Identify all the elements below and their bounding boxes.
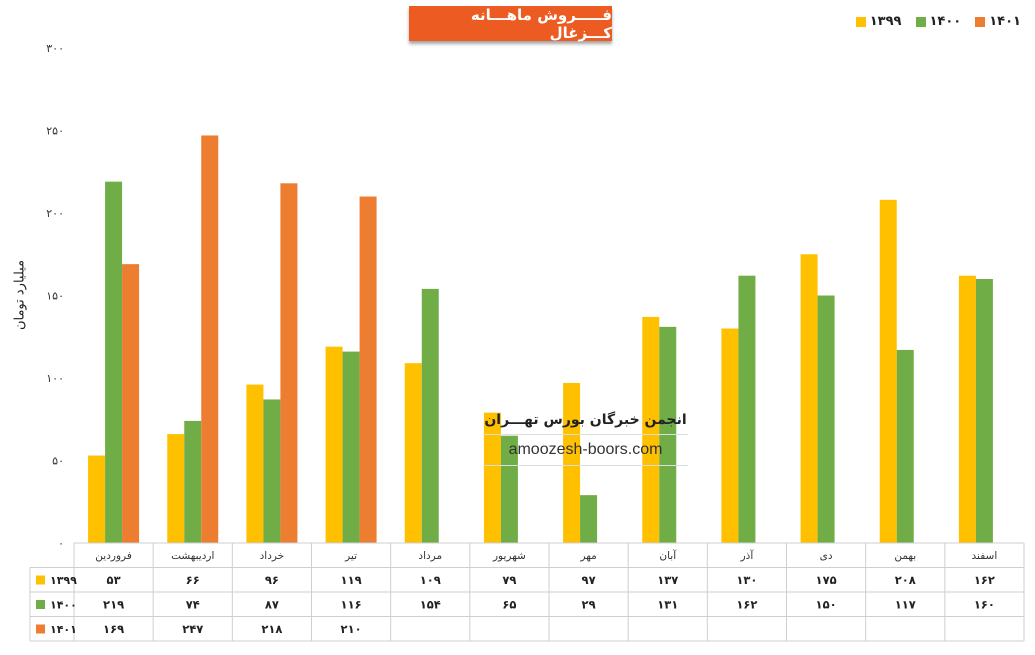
data-label: ۱۵۴ [420, 598, 441, 612]
legend-item: ۱۳۹۹ [855, 14, 902, 29]
data-label: ۱۰۹ [420, 573, 441, 587]
bar [879, 199, 897, 544]
data-label: ۶۵ [502, 598, 516, 612]
bar [817, 295, 835, 543]
data-label: ۸۷ [265, 598, 279, 612]
y-tick-label: ۲۵۰ [46, 125, 64, 138]
category-label: مهر [579, 550, 596, 562]
bar [280, 183, 298, 544]
legend-label: ۱۳۹۹ [869, 14, 902, 29]
bar [88, 455, 106, 543]
bar [342, 351, 360, 543]
bar [483, 412, 501, 543]
y-tick-label: ۱۰۰ [46, 372, 64, 385]
bar [359, 196, 377, 543]
data-label: ۲۱۸ [261, 622, 282, 636]
data-label: ۹۷ [582, 573, 596, 587]
data-label: ۱۱۷ [895, 598, 916, 612]
legend-label: ۱۴۰۰ [929, 14, 962, 29]
bar [246, 384, 264, 543]
category-label: اسفند [972, 550, 998, 562]
table-legend-swatch [36, 575, 45, 585]
data-label: ۱۶۲ [974, 573, 995, 587]
table-series-label: ۱۴۰۰ [50, 599, 77, 612]
bar [421, 288, 439, 543]
data-label: ۱۳۰ [736, 573, 757, 587]
bar [105, 181, 123, 543]
data-label: ۶۶ [186, 573, 200, 587]
bar [896, 349, 914, 543]
data-label: ۱۳۱ [657, 598, 678, 612]
legend-swatch [975, 16, 986, 27]
bar [563, 382, 581, 543]
bar [580, 495, 598, 543]
category-label: آذر [740, 549, 755, 562]
legend-item: ۱۴۰۰ [915, 14, 962, 29]
bar [404, 363, 422, 543]
data-label: ۲۴۷ [182, 622, 203, 636]
bar [642, 316, 660, 543]
bar [738, 275, 756, 543]
bar [721, 328, 739, 543]
category-label: شهریور [492, 550, 526, 562]
bar [325, 346, 343, 543]
table-legend-swatch [36, 600, 45, 609]
category-label: دی [820, 550, 833, 562]
legend-swatch [915, 16, 926, 27]
category-label: اردیبهشت [171, 550, 214, 562]
category-label: خرداد [260, 550, 285, 562]
data-label: ۱۷۵ [816, 573, 837, 587]
data-label: ۹۶ [265, 573, 279, 587]
y-tick-label: ۳۰۰ [46, 42, 64, 55]
bar [201, 135, 219, 543]
watermark: انجمن خبرگان بورس تهـــران amoozesh-boor… [483, 412, 688, 466]
legend-swatch [855, 16, 866, 27]
data-label: ۵۳ [107, 573, 121, 587]
data-label: ۲۱۰ [341, 622, 362, 636]
data-label: ۱۱۶ [341, 598, 362, 612]
data-label: ۷۹ [502, 573, 516, 587]
data-label: ۲۱۹ [103, 598, 124, 612]
y-tick-label: ۱۵۰ [46, 290, 64, 303]
data-label: ۱۵۰ [816, 598, 837, 612]
legend-item: ۱۴۰۱ [975, 14, 1021, 29]
data-label: ۲۰۸ [895, 573, 916, 587]
category-label: تیر [344, 550, 357, 562]
bar [184, 420, 202, 543]
bar [958, 275, 976, 543]
data-label: ۱۳۷ [657, 573, 678, 587]
category-label: فروردین [95, 550, 132, 562]
table-series-label: ۱۴۰۱ [50, 623, 77, 636]
watermark-url: amoozesh-boors.com [483, 435, 688, 466]
bar [167, 434, 185, 543]
table-series-label: ۱۳۹۹ [50, 574, 77, 587]
bar [122, 264, 140, 543]
category-label: آبان [659, 549, 677, 562]
data-label: ۲۹ [582, 598, 596, 612]
y-tick-label: ۲۰۰ [46, 207, 64, 220]
table-legend-swatch [36, 624, 45, 634]
data-label: ۱۶۹ [103, 622, 124, 636]
y-tick-label: ۵۰ [52, 455, 64, 468]
data-label: ۱۱۹ [341, 573, 362, 587]
legend-label: ۱۴۰۱ [989, 14, 1021, 29]
data-label: ۷۴ [186, 598, 200, 612]
watermark-title: انجمن خبرگان بورس تهـــران [483, 412, 688, 435]
chart-title: فـــــروش ماهـــانه کـــزغال [409, 6, 612, 42]
category-label: مرداد [418, 550, 442, 562]
category-label: بهمن [894, 550, 916, 562]
bar [263, 399, 281, 543]
bar [975, 279, 993, 543]
data-label: ۱۶۲ [736, 598, 757, 612]
data-label: ۱۶۰ [974, 598, 995, 612]
bar [500, 435, 518, 543]
y-tick-label: ۰ [58, 537, 64, 550]
bar [800, 254, 818, 543]
legend: ۱۳۹۹ ۱۴۰۰ ۱۴۰۱ [855, 14, 1021, 29]
